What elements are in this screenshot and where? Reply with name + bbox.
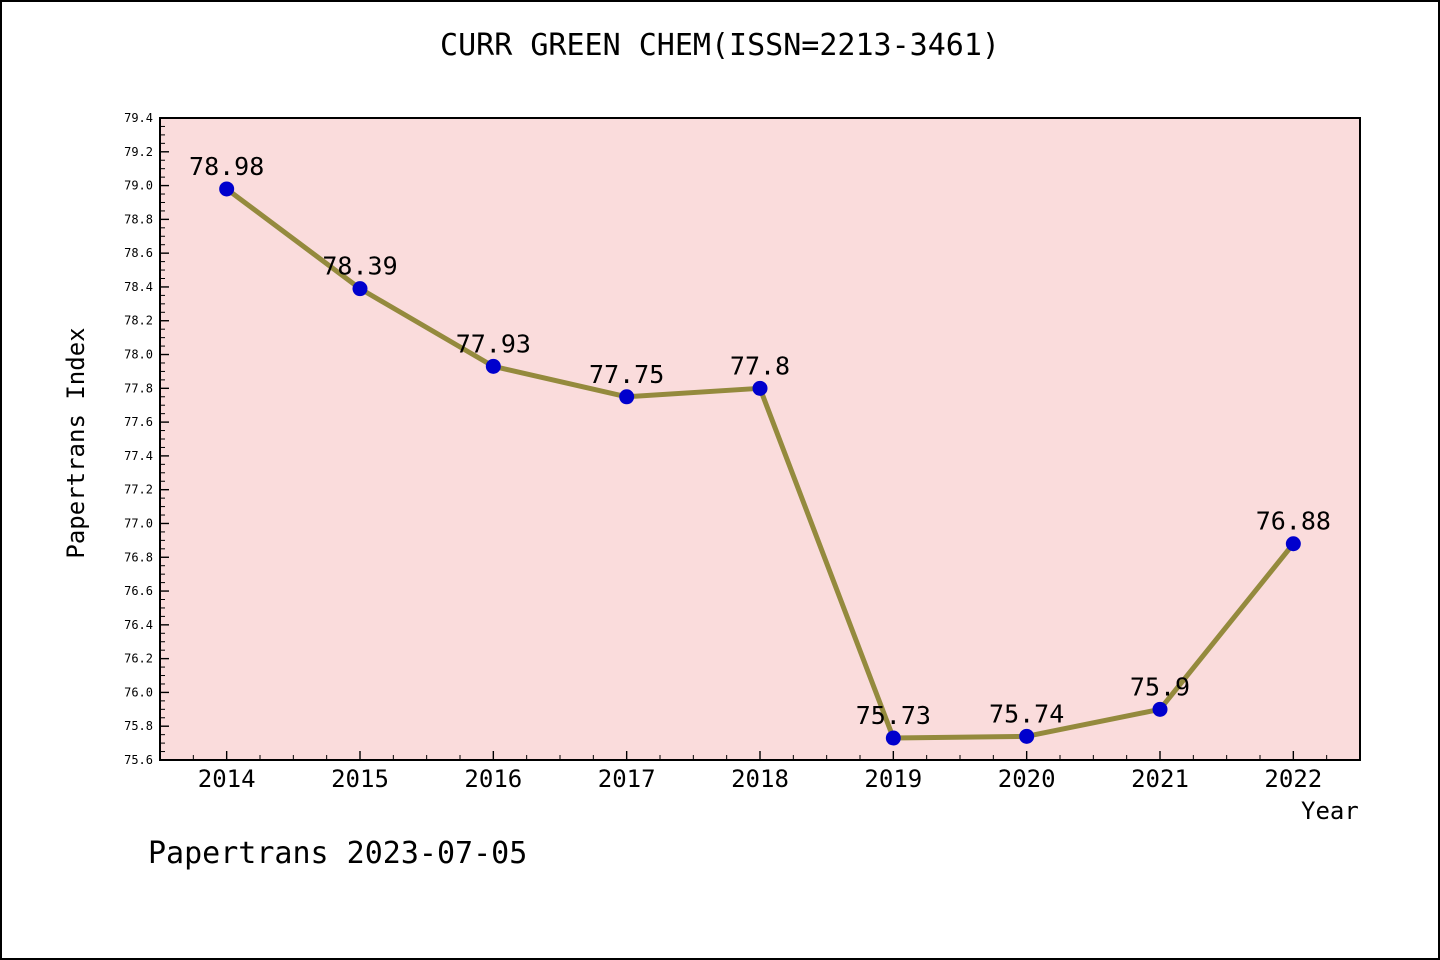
point-label: 75.73: [856, 701, 931, 730]
data-point: [219, 181, 235, 197]
y-tick-label: 76.2: [124, 652, 153, 666]
point-label: 75.74: [989, 699, 1064, 728]
chart-title: CURR GREEN CHEM(ISSN=2213-3461): [440, 28, 1000, 63]
y-tick-label: 76.4: [124, 618, 153, 632]
x-tick-label: 2020: [998, 765, 1056, 793]
y-tick-label: 76.8: [124, 550, 153, 564]
y-tick-label: 75.6: [124, 753, 153, 767]
data-point: [352, 281, 368, 297]
x-tick-label: 2017: [598, 765, 656, 793]
y-tick-label: 78.4: [124, 280, 153, 294]
x-tick-label: 2014: [198, 765, 256, 793]
point-label: 77.93: [456, 329, 531, 358]
y-tick-label: 79.4: [124, 111, 153, 125]
plot-area: [159, 117, 1361, 761]
data-point: [1019, 728, 1035, 744]
y-tick-label: 78.0: [124, 348, 153, 362]
y-tick-label: 79.2: [124, 145, 153, 159]
point-label: 77.75: [589, 360, 664, 389]
x-tick-label: 2018: [731, 765, 789, 793]
point-label: 76.88: [1256, 507, 1331, 536]
y-tick-label: 77.4: [124, 449, 153, 463]
x-tick-label: 2016: [464, 765, 522, 793]
data-point: [1285, 536, 1301, 552]
x-tick-label: 2021: [1131, 765, 1189, 793]
y-tick-label: 76.6: [124, 584, 153, 598]
y-tick-label: 77.0: [124, 516, 153, 530]
data-point: [619, 389, 635, 405]
y-tick-label: 78.2: [124, 314, 153, 328]
y-tick-label: 77.8: [124, 381, 153, 395]
y-tick-label: 77.2: [124, 483, 153, 497]
y-tick-label: 78.8: [124, 212, 153, 226]
point-label: 75.9: [1130, 672, 1190, 701]
data-point: [752, 380, 768, 396]
y-tick-label: 76.0: [124, 685, 153, 699]
y-tick-label: 77.6: [124, 415, 153, 429]
data-point: [485, 358, 501, 374]
point-label: 77.8: [730, 351, 790, 380]
y-axis-label: Papertrans Index: [62, 327, 90, 559]
x-tick-label: 2015: [331, 765, 389, 793]
y-tick-label: 75.8: [124, 719, 153, 733]
x-tick-label: 2022: [1264, 765, 1322, 793]
watermark-text: Papertrans 2023-07-05: [148, 836, 528, 871]
data-point: [1152, 701, 1168, 717]
point-label: 78.98: [189, 152, 264, 181]
point-label: 78.39: [322, 252, 397, 281]
data-point: [885, 730, 901, 746]
y-tick-label: 79.0: [124, 179, 153, 193]
y-tick-label: 78.6: [124, 246, 153, 260]
x-tick-label: 2019: [864, 765, 922, 793]
x-axis-label: Year: [1301, 797, 1359, 825]
